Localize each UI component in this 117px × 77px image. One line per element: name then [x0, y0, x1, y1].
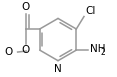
- Text: Cl: Cl: [85, 6, 95, 16]
- Text: 2: 2: [101, 48, 106, 57]
- Text: O: O: [21, 2, 29, 12]
- Text: NH: NH: [90, 44, 105, 54]
- Text: O: O: [21, 45, 29, 55]
- Text: N: N: [54, 64, 62, 74]
- Text: O: O: [5, 47, 13, 57]
